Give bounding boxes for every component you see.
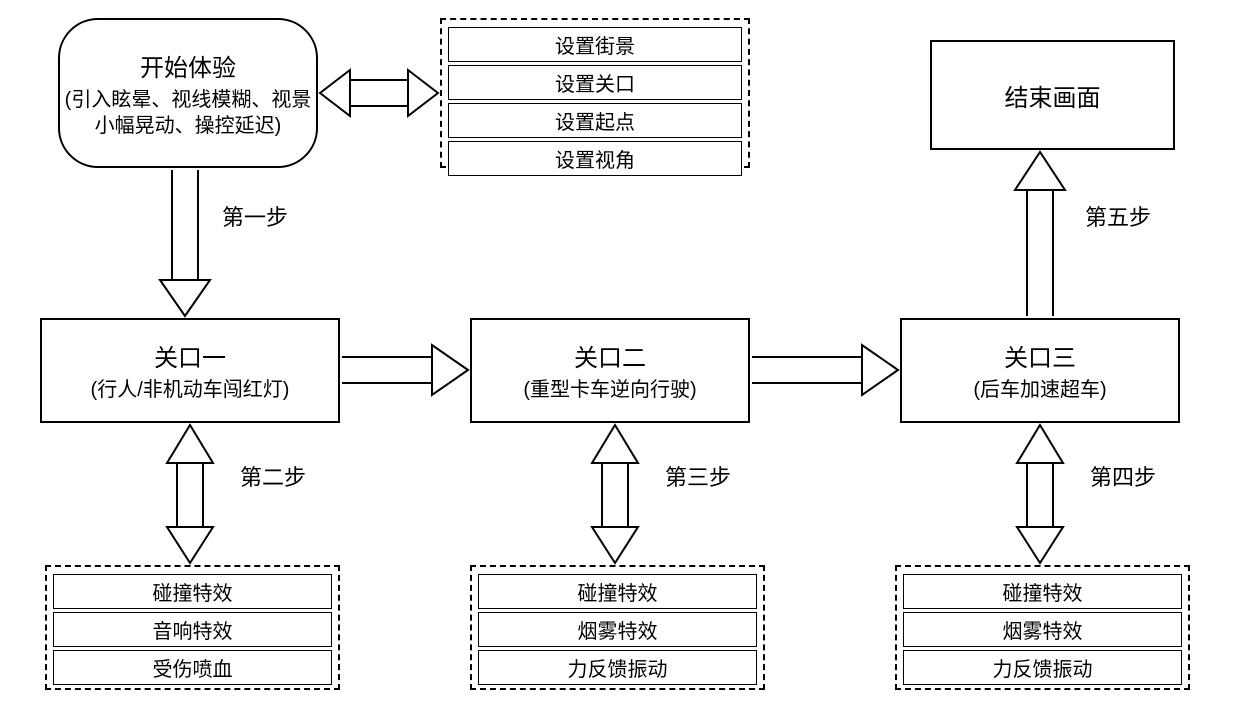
fx3-item: 烟雾特效	[903, 612, 1182, 647]
gate2-title: 关口二	[574, 338, 646, 373]
arrow-gate3-end	[1015, 152, 1065, 316]
arrow-gate2-fx2	[592, 425, 638, 563]
arrow-gate1-fx1	[167, 425, 213, 563]
fx1-item: 碰撞特效	[53, 574, 332, 609]
step4-label: 第四步	[1090, 460, 1156, 492]
start-subtitle: (引入眩晕、视线模糊、视景小幅晃动、操控延迟)	[60, 87, 316, 139]
arrow-gate3-fx3	[1017, 425, 1063, 563]
gate3-node: 关口三 (后车加速超车)	[900, 318, 1180, 423]
gate1-node: 关口一 (行人/非机动车闯红灯)	[40, 318, 340, 423]
fx3-item: 碰撞特效	[903, 574, 1182, 609]
fx3-list: 碰撞特效 烟雾特效 力反馈振动	[895, 565, 1190, 690]
settings-list: 设置街景 设置关口 设置起点 设置视角	[440, 18, 750, 168]
fx1-item: 音响特效	[53, 612, 332, 647]
settings-item: 设置起点	[448, 103, 742, 138]
start-node: 开始体验 (引入眩晕、视线模糊、视景小幅晃动、操控延迟)	[58, 18, 318, 168]
step5-label: 第五步	[1085, 200, 1151, 232]
gate2-subtitle: (重型卡车逆向行驶)	[523, 377, 696, 403]
step3-label: 第三步	[665, 460, 731, 492]
gate1-title: 关口一	[154, 338, 226, 373]
fx1-list: 碰撞特效 音响特效 受伤喷血	[45, 565, 340, 690]
arrow-start-gate1	[160, 170, 210, 316]
fx2-item: 烟雾特效	[478, 612, 757, 647]
start-title: 开始体验	[140, 48, 236, 83]
step2-label: 第二步	[240, 460, 306, 492]
arrow-start-settings	[320, 70, 438, 116]
step1-label: 第一步	[222, 200, 288, 232]
settings-item: 设置视角	[448, 141, 742, 176]
arrow-gate1-gate2	[342, 345, 468, 395]
arrow-gate2-gate3	[752, 345, 898, 395]
fx1-item: 受伤喷血	[53, 650, 332, 685]
end-node: 结束画面	[930, 40, 1175, 150]
fx2-item: 碰撞特效	[478, 574, 757, 609]
settings-item: 设置关口	[448, 65, 742, 100]
gate2-node: 关口二 (重型卡车逆向行驶)	[470, 318, 750, 423]
gate1-subtitle: (行人/非机动车闯红灯)	[91, 377, 290, 403]
end-title: 结束画面	[1005, 78, 1101, 113]
fx2-list: 碰撞特效 烟雾特效 力反馈振动	[470, 565, 765, 690]
fx2-item: 力反馈振动	[478, 650, 757, 685]
settings-item: 设置街景	[448, 27, 742, 62]
gate3-title: 关口三	[1004, 338, 1076, 373]
gate3-subtitle: (后车加速超车)	[973, 377, 1106, 403]
fx3-item: 力反馈振动	[903, 650, 1182, 685]
